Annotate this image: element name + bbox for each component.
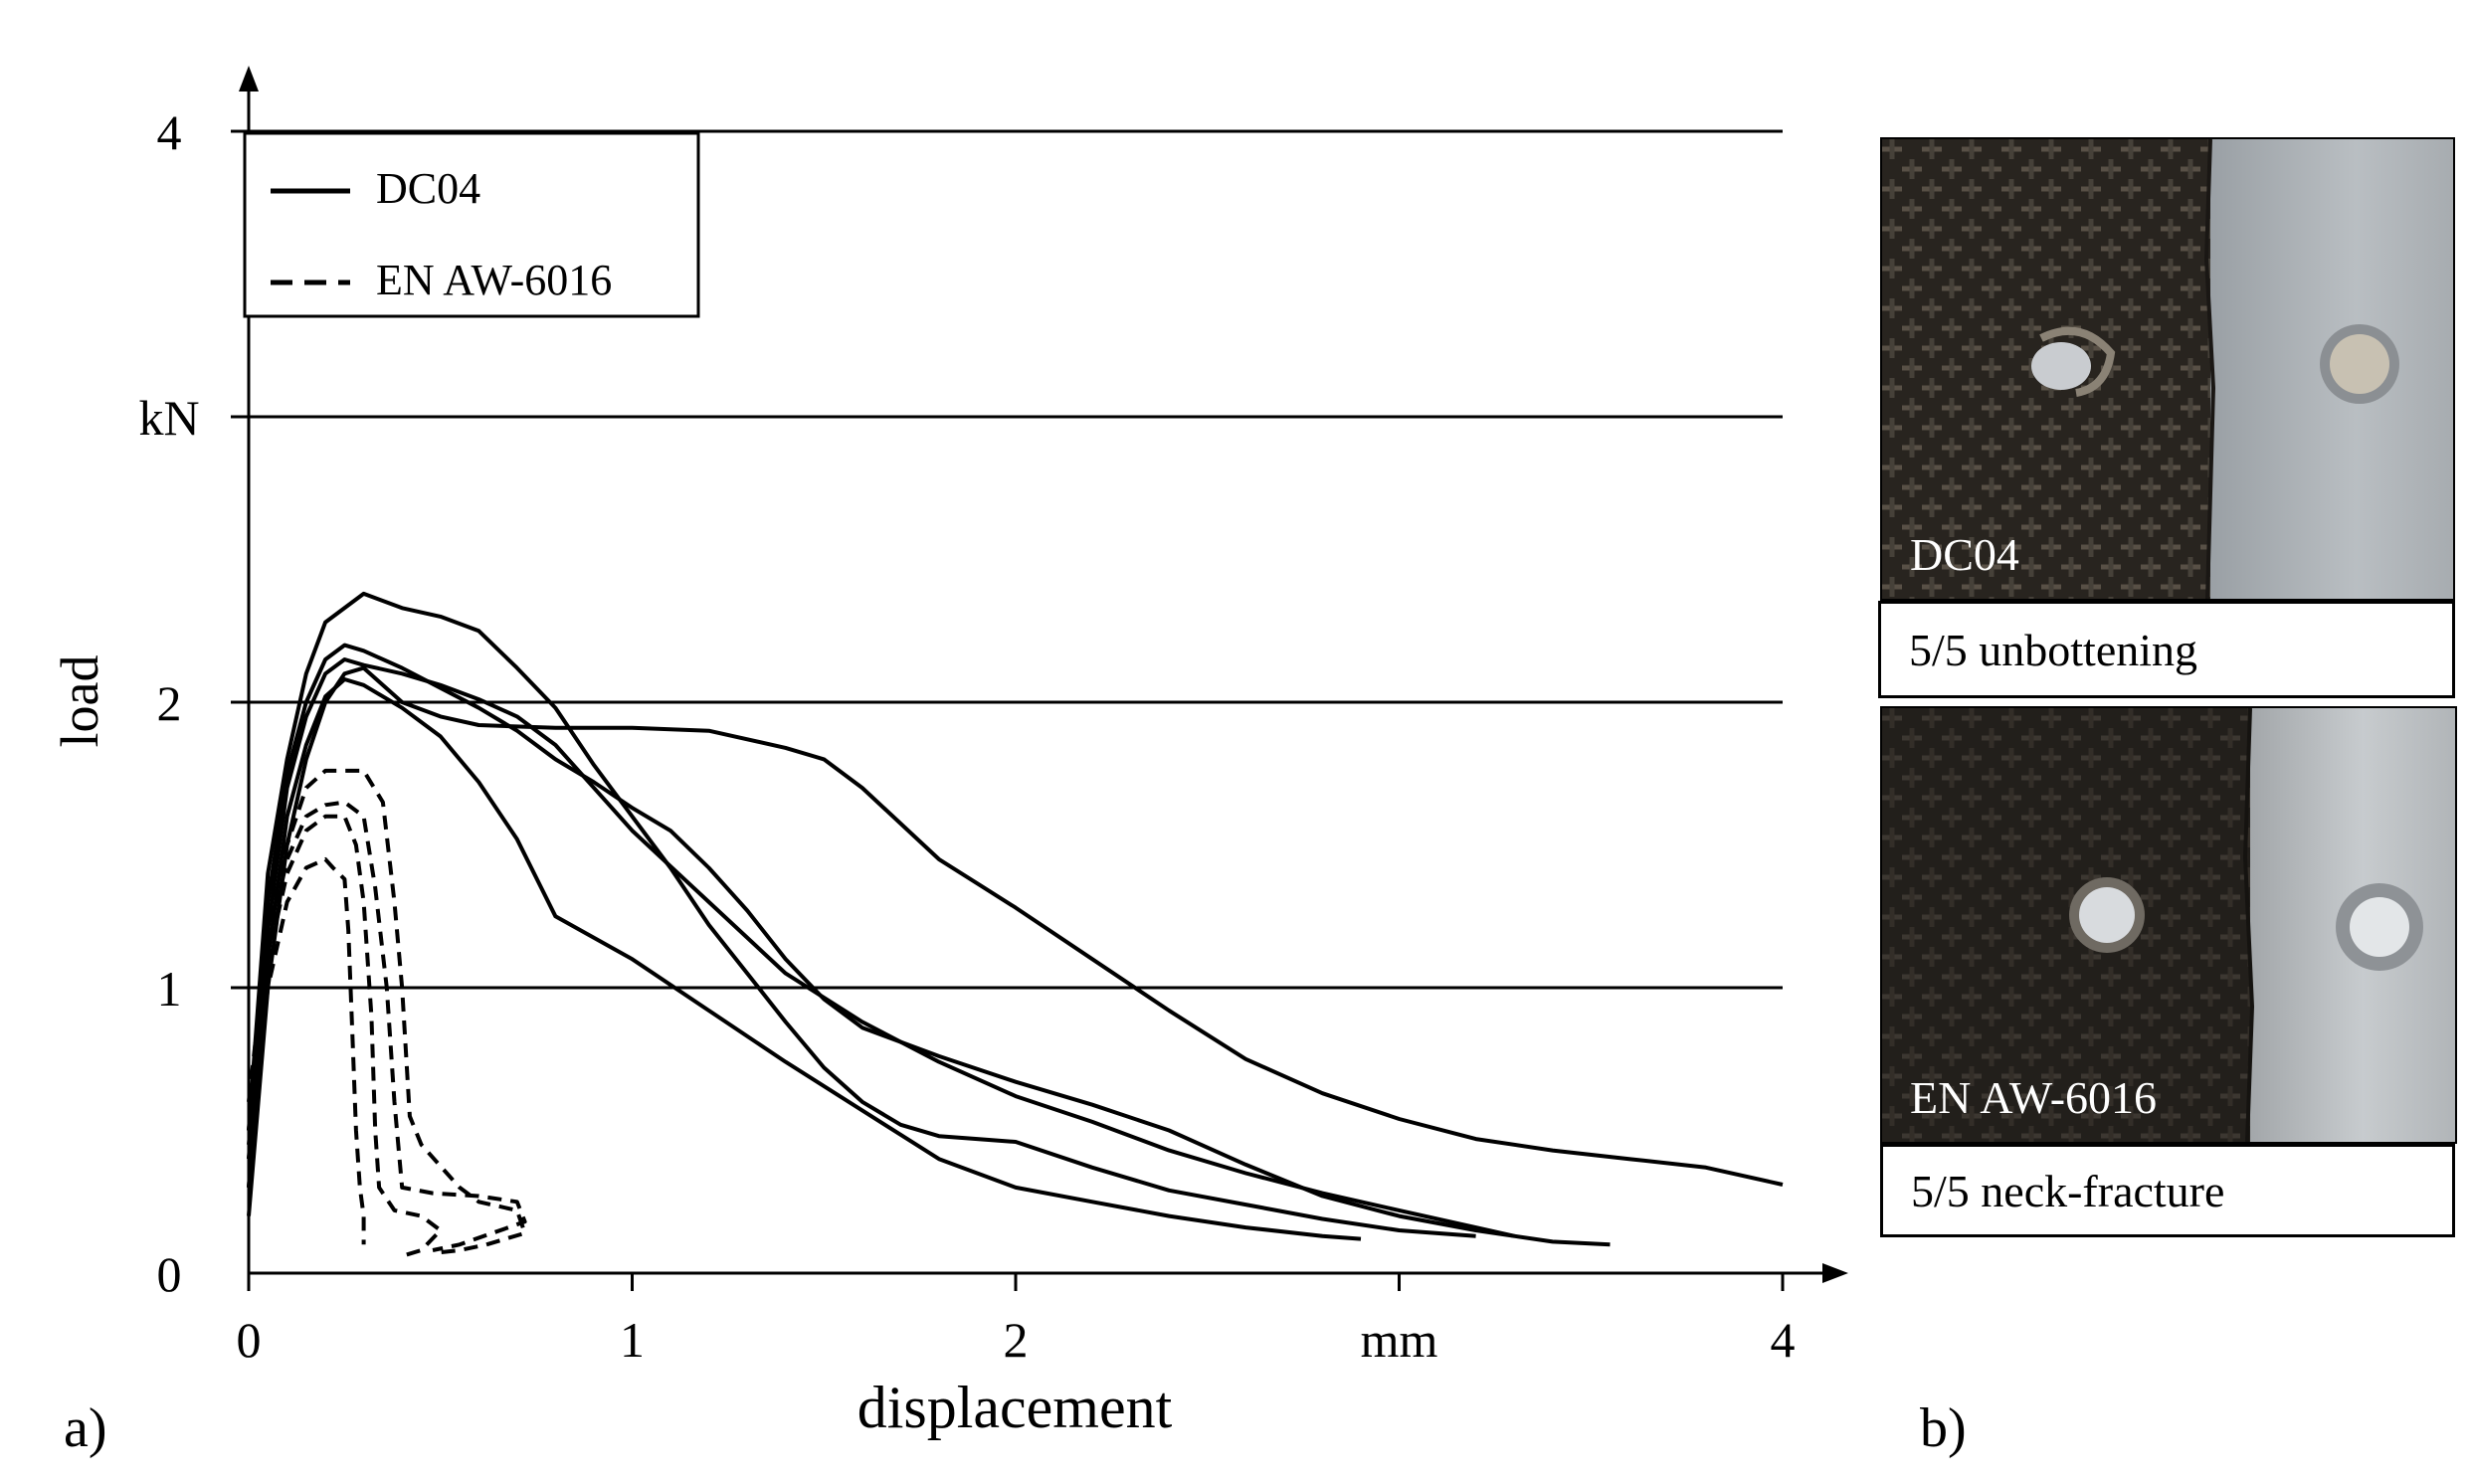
- series-line-dc04-0: [247, 591, 1476, 1238]
- rivet-hole-icon: [2031, 342, 2091, 390]
- x-axis-title: displacement: [857, 1375, 1173, 1440]
- tick-labels: 0 1 2 mm 4 0 1 2 kN 4: [138, 104, 1795, 1368]
- series-line-en-aw-6016-7: [247, 814, 443, 1258]
- series-line-dc04-1: [247, 643, 1611, 1247]
- photo-en-aw-6016: EN AW-6016: [1880, 706, 2457, 1144]
- x-tick-label: 1: [620, 1312, 645, 1368]
- y-tick-label: kN: [138, 390, 199, 446]
- x-tick-label: 0: [237, 1312, 262, 1368]
- series-line-dc04-2: [247, 657, 1515, 1238]
- y-tick-label: 1: [157, 961, 182, 1017]
- caption-dc04: 5/5 unbottening: [1878, 601, 2455, 698]
- legend-box: [243, 131, 700, 318]
- x-axis-arrow: [1822, 1263, 1848, 1283]
- series-line-en-aw-6016-8: [247, 856, 366, 1245]
- caption-en-aw-6016: 5/5 neck-fracture: [1880, 1144, 2455, 1237]
- legend-label-dc04: DC04: [376, 164, 480, 213]
- photo-dc04-graphic: [1882, 139, 2399, 599]
- legend: DC04 EN AW-6016: [243, 131, 700, 318]
- series-line-en-aw-6016-5: [247, 768, 527, 1255]
- panel-b-label: b): [1920, 1397, 1967, 1459]
- y-axis-arrow: [239, 66, 259, 92]
- y-tick-label: 2: [157, 675, 182, 731]
- photo-en-aw-6016-graphic: [1882, 708, 2423, 1142]
- rivet-head-icon: [2079, 887, 2135, 943]
- x-tick-label: mm: [1361, 1312, 1438, 1368]
- photo-dc04: DC04: [1880, 137, 2455, 601]
- y-tick-label: 4: [157, 104, 182, 160]
- series-line-dc04-3: [247, 677, 1362, 1241]
- x-tick-label: 2: [1004, 1312, 1029, 1368]
- series-lines: [247, 591, 1784, 1258]
- series-line-en-aw-6016-6: [247, 800, 527, 1252]
- legend-label-en-aw-6016: EN AW-6016: [376, 256, 612, 304]
- y-axis-title: load: [50, 655, 109, 748]
- panel-a-label: a): [64, 1397, 107, 1459]
- photo-en-aw-6016-tag: EN AW-6016: [1910, 1072, 2158, 1123]
- photo-dc04-tag: DC04: [1910, 529, 2019, 580]
- y-tick-label: 0: [157, 1246, 182, 1302]
- x-tick-label: 4: [1771, 1312, 1796, 1368]
- series-line-dc04-4: [247, 665, 1784, 1216]
